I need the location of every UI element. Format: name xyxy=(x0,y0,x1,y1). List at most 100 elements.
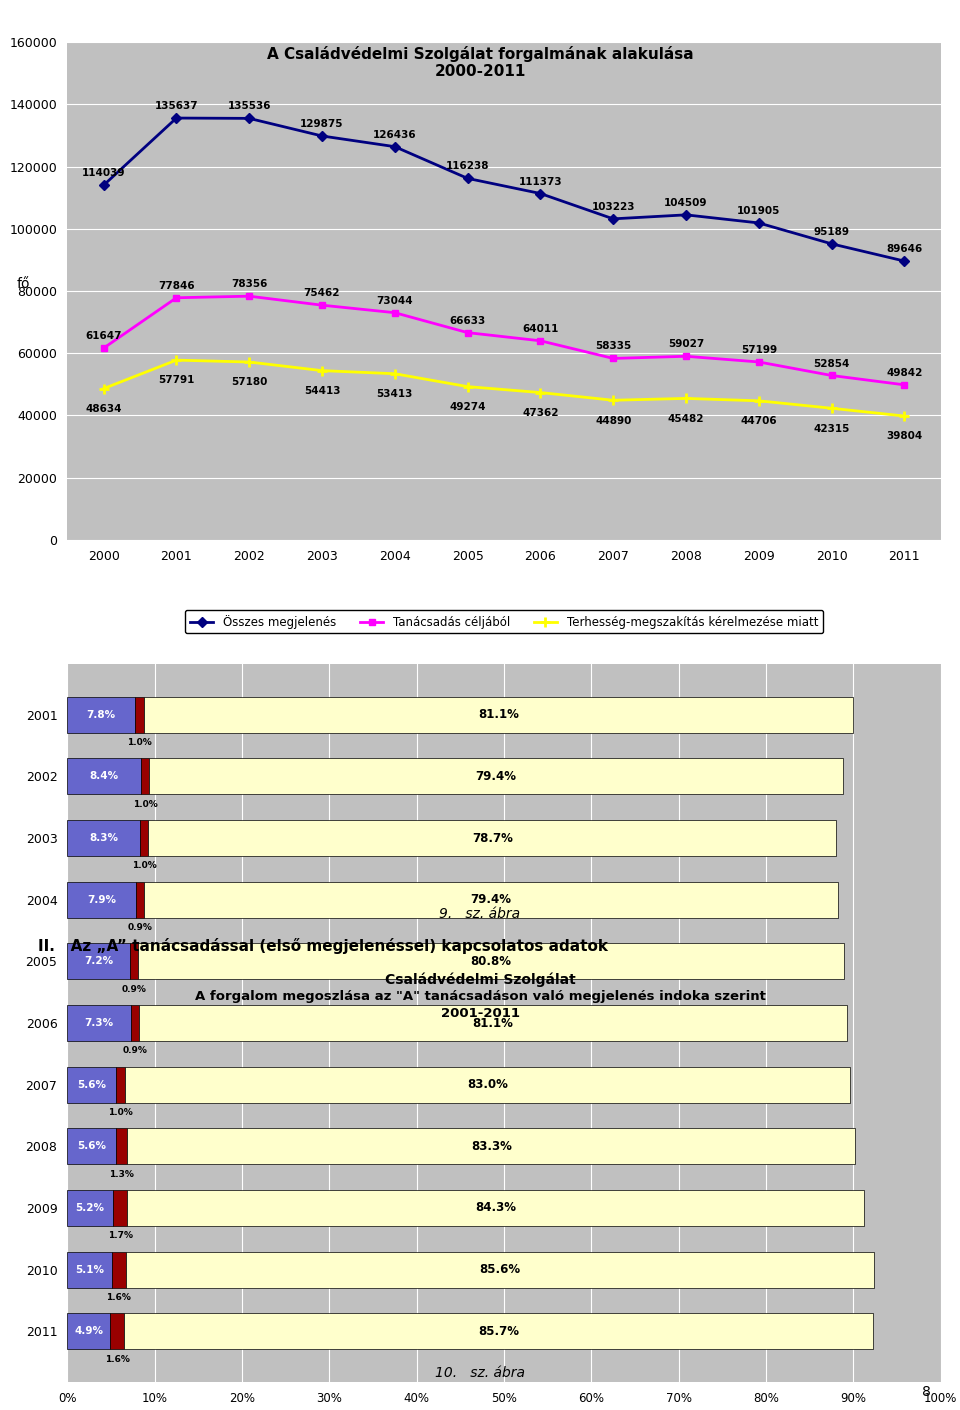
Text: 83.3%: 83.3% xyxy=(471,1139,512,1153)
Bar xyxy=(110,1314,124,1349)
Text: 54413: 54413 xyxy=(303,386,340,396)
Text: 0.9%: 0.9% xyxy=(122,984,147,994)
Text: 79.4%: 79.4% xyxy=(470,893,512,907)
Legend: Összes megjelenés, Tanácsadás céljából, Terhesség-megszakítás kérelmezése miatt: Összes megjelenés, Tanácsadás céljából, … xyxy=(185,611,823,633)
Bar xyxy=(67,697,135,733)
Text: 7.2%: 7.2% xyxy=(84,956,113,966)
Text: 103223: 103223 xyxy=(591,202,635,212)
Bar xyxy=(135,697,144,733)
Text: 79.4%: 79.4% xyxy=(475,770,516,783)
Text: 9.   sz. ábra: 9. sz. ábra xyxy=(440,907,520,921)
Bar xyxy=(67,1314,110,1349)
Bar xyxy=(67,881,136,918)
Text: 49842: 49842 xyxy=(886,368,923,378)
Text: 78356: 78356 xyxy=(231,279,268,289)
Text: 2001-2011: 2001-2011 xyxy=(441,1007,519,1021)
Bar xyxy=(67,1190,112,1225)
Bar xyxy=(138,943,844,979)
Text: 1.6%: 1.6% xyxy=(105,1355,130,1363)
Text: 135637: 135637 xyxy=(155,102,198,111)
Text: 47362: 47362 xyxy=(522,407,559,417)
Bar xyxy=(116,1128,128,1165)
Text: 84.3%: 84.3% xyxy=(475,1201,516,1214)
Text: 80.8%: 80.8% xyxy=(470,955,512,967)
Bar xyxy=(139,1005,848,1041)
Text: 4.9%: 4.9% xyxy=(74,1327,103,1337)
Text: 104509: 104509 xyxy=(664,197,708,207)
Text: 2000-2011: 2000-2011 xyxy=(434,65,526,79)
Bar xyxy=(126,1252,874,1287)
Bar xyxy=(67,1005,131,1041)
Bar xyxy=(131,943,138,979)
Text: 8: 8 xyxy=(923,1385,931,1399)
Text: 10.   sz. ábra: 10. sz. ábra xyxy=(435,1366,525,1380)
Bar xyxy=(144,881,838,918)
Text: 1.0%: 1.0% xyxy=(132,799,157,809)
Text: 44706: 44706 xyxy=(740,416,777,426)
Bar xyxy=(67,1067,116,1103)
Text: 48634: 48634 xyxy=(85,403,122,415)
Text: 57791: 57791 xyxy=(158,375,195,385)
Text: A Családvédelmi Szolgálat forgalmának alakulása: A Családvédelmi Szolgálat forgalmának al… xyxy=(267,45,693,62)
Text: 111373: 111373 xyxy=(518,176,563,186)
Bar xyxy=(128,1128,855,1165)
Text: 64011: 64011 xyxy=(522,324,559,334)
Text: 81.1%: 81.1% xyxy=(478,708,518,721)
Text: 116238: 116238 xyxy=(445,161,490,172)
Bar xyxy=(67,759,140,794)
Text: 1.0%: 1.0% xyxy=(108,1108,132,1117)
Text: 57199: 57199 xyxy=(741,345,777,355)
Bar xyxy=(149,821,836,856)
Text: A forgalom megoszlása az "A" tanácsadáson való megjelenés indoka szerint: A forgalom megoszlása az "A" tanácsadáso… xyxy=(195,990,765,1004)
Text: 8.4%: 8.4% xyxy=(89,771,118,781)
Text: 77846: 77846 xyxy=(158,281,195,290)
Text: II.   Az „A” tanácsadással (első megjelenéssel) kapcsolatos adatok: II. Az „A” tanácsadással (első megjelené… xyxy=(38,938,609,955)
Bar xyxy=(67,821,140,856)
Text: 126436: 126436 xyxy=(373,130,417,140)
Bar xyxy=(112,1190,128,1225)
Text: 75462: 75462 xyxy=(303,288,340,299)
Bar xyxy=(124,1314,873,1349)
Text: 114039: 114039 xyxy=(82,168,126,178)
Text: 0.9%: 0.9% xyxy=(123,1046,147,1056)
Text: 58335: 58335 xyxy=(595,341,632,351)
Bar xyxy=(116,1067,125,1103)
Text: 129875: 129875 xyxy=(300,118,344,130)
Bar xyxy=(140,821,149,856)
Bar xyxy=(67,1128,116,1165)
Text: 52854: 52854 xyxy=(813,358,850,368)
Text: 57180: 57180 xyxy=(231,378,268,388)
Text: 101905: 101905 xyxy=(737,206,780,216)
Text: 7.3%: 7.3% xyxy=(84,1018,113,1028)
Text: 53413: 53413 xyxy=(376,389,413,399)
Text: 95189: 95189 xyxy=(814,227,850,237)
Text: 42315: 42315 xyxy=(813,423,850,433)
Bar xyxy=(128,1190,864,1225)
Text: 44890: 44890 xyxy=(595,416,632,426)
Text: 7.8%: 7.8% xyxy=(86,709,116,719)
Text: 78.7%: 78.7% xyxy=(471,832,513,845)
Text: 61647: 61647 xyxy=(85,331,122,341)
Text: 1.6%: 1.6% xyxy=(107,1293,132,1301)
Text: 45482: 45482 xyxy=(668,413,705,423)
Text: 5.6%: 5.6% xyxy=(77,1080,107,1090)
Text: 5.6%: 5.6% xyxy=(77,1141,107,1152)
Bar xyxy=(67,1252,111,1287)
Bar xyxy=(140,759,150,794)
Text: 85.7%: 85.7% xyxy=(478,1325,518,1338)
Text: 83.0%: 83.0% xyxy=(467,1079,508,1091)
Text: 0.9%: 0.9% xyxy=(128,924,153,932)
Bar xyxy=(150,759,843,794)
Text: 81.1%: 81.1% xyxy=(472,1017,514,1029)
Bar xyxy=(67,943,131,979)
Text: Családvédelmi Szolgálat: Családvédelmi Szolgálat xyxy=(385,973,575,987)
Text: 1.0%: 1.0% xyxy=(128,739,152,747)
Text: 1.7%: 1.7% xyxy=(108,1231,132,1241)
Text: 73044: 73044 xyxy=(376,296,413,306)
Text: 5.2%: 5.2% xyxy=(76,1203,105,1213)
Bar xyxy=(144,697,852,733)
Bar xyxy=(131,1005,139,1041)
Bar xyxy=(111,1252,126,1287)
Bar xyxy=(125,1067,850,1103)
Y-axis label: fő: fő xyxy=(16,276,31,290)
